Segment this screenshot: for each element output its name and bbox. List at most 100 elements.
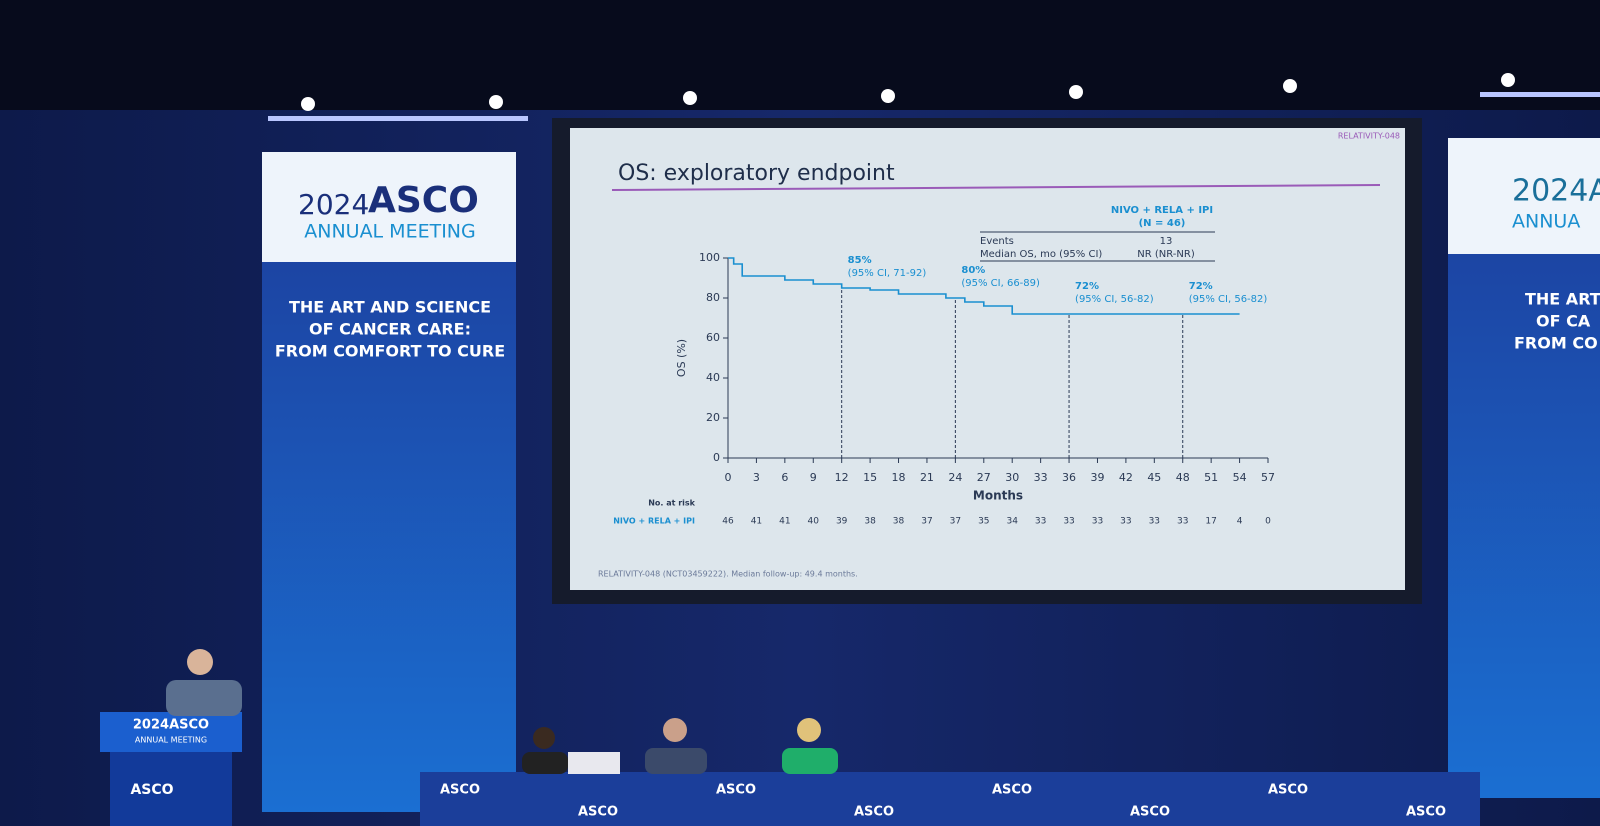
x-tick-label: 24 (948, 471, 962, 484)
x-tick-label: 18 (892, 471, 906, 484)
table-cell: NR (NR-NR) (1137, 249, 1195, 260)
x-tick-label: 51 (1204, 471, 1218, 484)
y-tick-label: 80 (706, 291, 720, 304)
x-tick-label: 45 (1147, 471, 1161, 484)
x-tick-label: 36 (1062, 471, 1076, 484)
right-banner-header (1448, 138, 1600, 254)
x-tick-label: 57 (1261, 471, 1275, 484)
banner-theme: THE ART (1525, 290, 1600, 309)
table-logo: ASCO (1268, 783, 1308, 798)
y-tick-label: 20 (706, 411, 720, 424)
banner-year: 2024 (298, 188, 369, 221)
risk-value: 40 (808, 517, 820, 527)
x-tick-label: 30 (1005, 471, 1019, 484)
annotation-ci: (95% CI, 56-82) (1075, 294, 1154, 305)
banner-subtitle: ANNUA (1512, 211, 1580, 233)
title-rule (611, 184, 1381, 191)
survival-curve (728, 257, 1240, 315)
stage-lights (268, 73, 1600, 121)
table-logo: ASCO (440, 783, 480, 798)
banner-brand: ASCO (368, 180, 479, 221)
left-banner-header (262, 152, 516, 262)
risk-value: 4 (1237, 517, 1243, 527)
table-logo: ASCO (578, 805, 618, 820)
risk-value: 38 (893, 517, 905, 527)
table-cell: 13 (1160, 236, 1173, 247)
risk-value: 33 (1149, 517, 1160, 527)
table-logo: ASCO (992, 783, 1032, 798)
banner-theme: THE ART AND SCIENCE (289, 298, 491, 317)
annotation-value: 80% (961, 265, 985, 276)
table-logo: ASCO (854, 805, 894, 820)
podium-subtitle: ANNUAL MEETING (135, 736, 207, 745)
annotation-value: 72% (1075, 281, 1099, 292)
x-axis-label: Months (973, 489, 1023, 503)
table-logo: ASCO (716, 783, 756, 798)
chart-title: OS: exploratory endpoint (618, 161, 895, 186)
x-tick-label: 27 (977, 471, 991, 484)
x-tick-label: 39 (1090, 471, 1104, 484)
y-tick-label: 100 (699, 251, 720, 264)
y-tick-label: 40 (706, 371, 720, 384)
risk-row-label: NIVO + RELA + IPI (613, 517, 695, 526)
podium-logo: 2024ASCO (133, 718, 209, 733)
slide-source: RELATIVITY-048 (1338, 132, 1400, 141)
risk-value: 46 (722, 517, 734, 527)
risk-value: 37 (921, 517, 932, 527)
x-tick-label: 6 (781, 471, 788, 484)
x-tick-label: 0 (725, 471, 732, 484)
table-header: NIVO + RELA + IPI (1111, 205, 1213, 216)
risk-value: 37 (950, 517, 961, 527)
table-logo: ASCO (1406, 805, 1446, 820)
risk-title: No. at risk (648, 499, 695, 508)
y-tick-label: 60 (706, 331, 720, 344)
y-axis-label: OS (%) (675, 339, 688, 377)
table-logo: ASCO (1130, 805, 1170, 820)
banner-subtitle: ANNUAL MEETING (304, 221, 476, 243)
podium-brand: ASCO (130, 782, 173, 798)
risk-value: 33 (1035, 517, 1046, 527)
risk-value: 33 (1092, 517, 1103, 527)
podium-top (100, 712, 242, 752)
slide (570, 128, 1405, 590)
risk-value: 41 (779, 517, 790, 527)
people (166, 649, 838, 774)
x-tick-label: 12 (835, 471, 849, 484)
risk-value: 34 (1006, 517, 1018, 527)
risk-value: 33 (1177, 517, 1188, 527)
x-tick-label: 9 (810, 471, 817, 484)
podium (110, 752, 232, 826)
annotation-ci: (95% CI, 56-82) (1189, 294, 1268, 305)
risk-value: 39 (836, 517, 848, 527)
risk-value: 41 (751, 517, 762, 527)
x-tick-label: 33 (1034, 471, 1048, 484)
x-tick-label: 54 (1233, 471, 1247, 484)
table-header: (N = 46) (1139, 218, 1186, 229)
y-tick-label: 0 (713, 451, 720, 464)
table-cell: Events (980, 236, 1014, 247)
risk-value: 0 (1265, 517, 1271, 527)
risk-value: 17 (1205, 517, 1216, 527)
banner-theme: FROM COMFORT TO CURE (275, 342, 505, 361)
x-tick-label: 3 (753, 471, 760, 484)
risk-value: 35 (978, 517, 989, 527)
x-tick-label: 21 (920, 471, 934, 484)
banner-theme: OF CA (1536, 312, 1591, 331)
annotation-value: 72% (1189, 281, 1213, 292)
risk-value: 33 (1120, 517, 1131, 527)
x-tick-label: 15 (863, 471, 877, 484)
x-tick-label: 48 (1176, 471, 1190, 484)
banner-theme: OF CANCER CARE: (309, 320, 471, 339)
banner-theme: FROM CO (1514, 334, 1598, 353)
annotation-ci: (95% CI, 66-89) (961, 278, 1040, 289)
panel-table (420, 772, 1480, 826)
annotation-ci: (95% CI, 71-92) (848, 268, 927, 279)
footnote: RELATIVITY-048 (NCT03459222). Median fol… (598, 570, 858, 579)
risk-value: 38 (864, 517, 876, 527)
risk-value: 33 (1063, 517, 1074, 527)
annotation-value: 85% (848, 255, 872, 266)
x-tick-label: 42 (1119, 471, 1133, 484)
table-logos: ASCO ASCO ASCO ASCO ASCO ASCO ASCO ASCO (440, 783, 1446, 820)
